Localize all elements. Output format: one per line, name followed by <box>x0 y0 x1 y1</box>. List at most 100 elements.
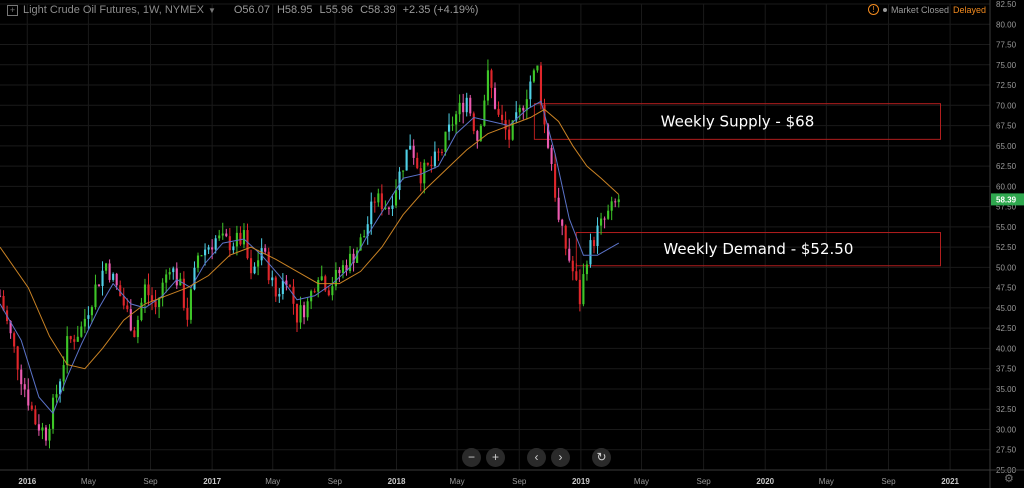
y-tick-label: 80.00 <box>996 20 1017 29</box>
candle-body <box>34 409 37 425</box>
candle-body <box>387 207 390 209</box>
candle-body <box>483 100 486 126</box>
candle-body <box>614 201 617 203</box>
chevron-down-icon[interactable]: ▼ <box>207 5 216 15</box>
x-tick-label: May <box>450 477 465 486</box>
price-axis: 25.0027.5030.0032.5035.0037.5040.0042.50… <box>989 0 1024 488</box>
candle-body <box>412 145 415 158</box>
candle-body <box>13 333 16 347</box>
x-tick-label: Sep <box>143 477 158 486</box>
candle-body <box>242 230 246 245</box>
candle-body <box>497 108 500 115</box>
candle-body <box>603 218 606 220</box>
candle-body <box>564 225 567 249</box>
supply-zone-label: Weekly Supply - $68 <box>661 113 815 131</box>
candle-body <box>430 164 433 166</box>
candle-body <box>105 263 108 271</box>
candle-body <box>363 236 366 238</box>
candle-body <box>249 258 253 274</box>
candle-body <box>486 70 489 101</box>
candle-body <box>426 162 429 165</box>
zoom-out-button[interactable]: − <box>462 448 481 467</box>
candle-body <box>416 157 419 169</box>
candle-body <box>165 274 168 283</box>
candle-body <box>136 320 139 338</box>
candle-body <box>41 427 44 431</box>
y-tick-label: 55.00 <box>996 223 1017 232</box>
candle-body <box>610 201 613 211</box>
y-tick-label: 50.00 <box>996 263 1017 272</box>
candle-body <box>257 260 260 267</box>
candle-body <box>225 233 228 237</box>
candle-body <box>150 295 154 302</box>
close-value: C58.39 <box>360 4 396 16</box>
low-value: L55.96 <box>319 4 354 16</box>
candle-body <box>345 265 348 271</box>
candle-body <box>66 336 69 366</box>
candle-body <box>405 149 408 171</box>
moving-averages <box>0 100 620 415</box>
candle-body <box>196 255 200 268</box>
candle-body <box>515 112 518 121</box>
zoom-in-button[interactable]: + <box>486 448 505 467</box>
candle-body <box>479 125 482 141</box>
candle-body <box>235 232 238 247</box>
candle-body <box>299 305 302 323</box>
fast-moving-average-line <box>0 100 620 415</box>
scroll-right-button[interactable]: › <box>551 448 570 467</box>
y-tick-label: 77.50 <box>996 41 1017 50</box>
candle-body <box>532 70 535 82</box>
candle-body <box>525 99 528 111</box>
candle-body <box>59 381 62 395</box>
y-tick-label: 47.50 <box>996 284 1017 293</box>
candle-body <box>129 309 132 331</box>
candle-body <box>271 277 274 281</box>
symbol-title[interactable]: Light Crude Oil Futures, 1W, NYMEX <box>23 4 204 16</box>
candle-body <box>592 240 596 247</box>
x-tick-label: May <box>634 477 649 486</box>
y-tick-label: 30.00 <box>996 425 1017 434</box>
candle-body <box>370 201 373 225</box>
candle-body <box>490 70 493 88</box>
candle-body <box>561 219 564 226</box>
candle-body <box>76 336 79 342</box>
y-tick-label: 70.00 <box>996 101 1017 110</box>
y-tick-label: 37.50 <box>996 365 1017 374</box>
candle-body <box>90 307 93 316</box>
high-value: H58.95 <box>276 4 313 16</box>
candle-body <box>62 365 65 382</box>
y-tick-label: 65.00 <box>996 142 1017 151</box>
scroll-left-button[interactable]: ‹ <box>527 448 546 467</box>
candle-body <box>557 197 560 220</box>
candle-body <box>472 113 475 132</box>
candle-body <box>539 65 543 105</box>
candle-body <box>444 131 447 153</box>
candle-body <box>352 253 355 263</box>
candle-body <box>80 326 83 337</box>
crosshair-icon[interactable]: + <box>7 4 18 16</box>
time-axis: 2016 May Sep 2017 May Sep 2018 May Sep 2019 May Sep… <box>0 469 1024 486</box>
candle-body <box>341 265 345 274</box>
y-tick-label: 40.00 <box>996 344 1017 353</box>
x-tick-label: Sep <box>328 477 343 486</box>
candle-body <box>281 280 284 295</box>
candle-body <box>161 282 164 298</box>
candle-body <box>554 164 557 198</box>
candle-body <box>23 384 26 390</box>
candle-body <box>295 303 299 323</box>
warning-icon[interactable]: ! <box>867 4 879 15</box>
y-tick-label: 82.50 <box>996 0 1017 9</box>
candle-body <box>465 97 468 113</box>
reset-chart-button[interactable]: ↻ <box>592 448 611 467</box>
gear-icon[interactable]: ⚙ <box>1004 473 1014 485</box>
x-tick-label: 2017 <box>203 477 221 486</box>
candle-body <box>168 272 171 275</box>
x-tick-label: 2019 <box>572 477 590 486</box>
candle-body <box>182 278 185 308</box>
x-tick-label: 2020 <box>756 477 774 486</box>
candle-body <box>2 295 5 311</box>
candle-body <box>30 405 33 410</box>
candle-body <box>419 168 422 184</box>
market-status-label: Market Closed <box>890 4 949 15</box>
